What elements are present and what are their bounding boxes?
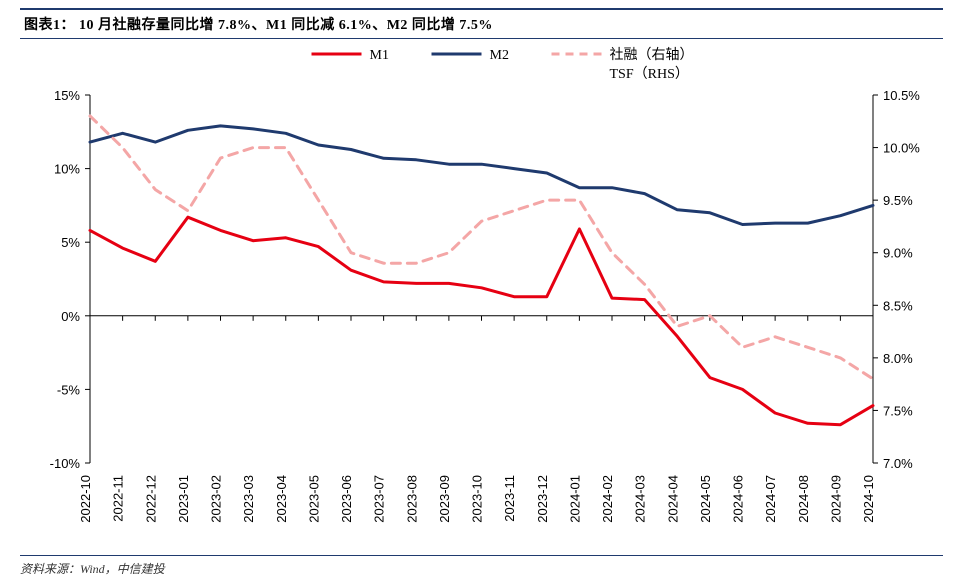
svg-text:10.5%: 10.5%	[883, 88, 920, 103]
svg-text:M1: M1	[370, 48, 389, 63]
svg-text:2022-12: 2022-12	[143, 475, 158, 523]
svg-text:2024-07: 2024-07	[763, 475, 778, 523]
svg-text:8.5%: 8.5%	[883, 298, 913, 313]
svg-text:2023-09: 2023-09	[437, 475, 452, 523]
svg-text:2023-02: 2023-02	[209, 475, 224, 523]
svg-text:7.0%: 7.0%	[883, 456, 913, 471]
svg-text:社融（右轴）: 社融（右轴）	[610, 47, 694, 63]
svg-text:2023-12: 2023-12	[535, 475, 550, 523]
chart-area: M1 M2 社融（右轴） TSF（RHS） -10% -5% 0% 5% 10% 15% 7.0% 7…	[20, 40, 943, 553]
svg-text:2023-10: 2023-10	[470, 475, 485, 523]
svg-text:5%: 5%	[61, 235, 80, 250]
chart-title: 图表1： 10 月社融存量同比增 7.8%、M1 同比减 6.1%、M2 同比增…	[20, 14, 493, 34]
svg-text:2024-05: 2024-05	[698, 475, 713, 523]
svg-text:2024-02: 2024-02	[600, 475, 615, 523]
source-text: 资料来源：Wind，中信建投	[20, 562, 165, 576]
svg-text:15%: 15%	[54, 88, 80, 103]
svg-text:10.0%: 10.0%	[883, 141, 920, 156]
svg-text:2023-08: 2023-08	[404, 475, 419, 523]
svg-text:2023-03: 2023-03	[241, 475, 256, 523]
svg-text:TSF（RHS）: TSF（RHS）	[610, 66, 689, 82]
figure-wrap: 图表1： 10 月社融存量同比增 7.8%、M1 同比减 6.1%、M2 同比增…	[0, 0, 963, 583]
chart-svg: M1 M2 社融（右轴） TSF（RHS） -10% -5% 0% 5% 10% 15% 7.0% 7…	[20, 40, 943, 553]
svg-text:2023-04: 2023-04	[274, 475, 289, 523]
svg-text:2024-10: 2024-10	[861, 475, 876, 523]
svg-text:2023-06: 2023-06	[339, 475, 354, 523]
svg-text:2024-01: 2024-01	[567, 475, 582, 523]
source-bar: 资料来源：Wind，中信建投	[20, 555, 943, 577]
svg-text:2023-07: 2023-07	[372, 475, 387, 523]
svg-text:2022-11: 2022-11	[111, 475, 126, 522]
svg-text:M2: M2	[490, 48, 509, 63]
svg-text:9.5%: 9.5%	[883, 193, 913, 208]
svg-text:-5%: -5%	[57, 382, 81, 397]
svg-text:2023-05: 2023-05	[306, 475, 321, 523]
svg-text:-10%: -10%	[50, 456, 81, 471]
svg-text:9.0%: 9.0%	[883, 246, 913, 261]
svg-text:2022-10: 2022-10	[78, 475, 93, 523]
svg-text:7.5%: 7.5%	[883, 403, 913, 418]
svg-text:2024-06: 2024-06	[731, 475, 746, 523]
svg-text:2024-04: 2024-04	[665, 475, 680, 523]
svg-text:2024-08: 2024-08	[796, 475, 811, 523]
svg-text:2023-01: 2023-01	[176, 475, 191, 523]
svg-text:2023-11: 2023-11	[502, 475, 517, 522]
svg-text:10%: 10%	[54, 162, 80, 177]
title-bar: 图表1： 10 月社融存量同比增 7.8%、M1 同比减 6.1%、M2 同比增…	[20, 8, 943, 39]
svg-text:2024-03: 2024-03	[633, 475, 648, 523]
svg-text:8.0%: 8.0%	[883, 351, 913, 366]
svg-text:2024-09: 2024-09	[828, 475, 843, 523]
svg-text:0%: 0%	[61, 309, 80, 324]
